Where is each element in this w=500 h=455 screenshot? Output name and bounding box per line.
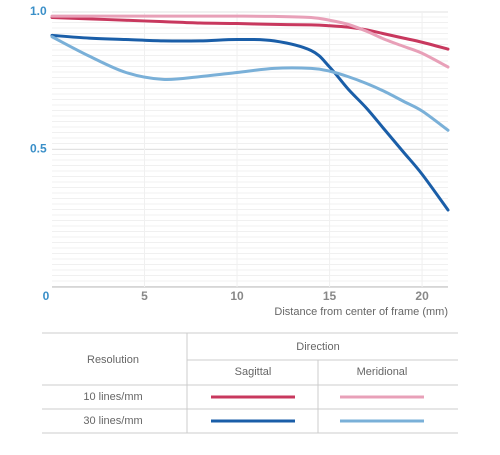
y-tick-label: 1.0 (30, 4, 47, 18)
x-tick-label: 5 (141, 289, 148, 303)
row-header: 30 lines/mm (83, 415, 142, 427)
mtf-line (50, 16, 450, 51)
x-tick-label: 20 (415, 289, 429, 303)
column-header: Sagittal (235, 366, 272, 378)
table-header: Direction (296, 341, 339, 353)
x-tick-label: 10 (230, 289, 244, 303)
column-header: Meridional (357, 366, 408, 378)
mtf-line (50, 14, 450, 69)
x-axis-label: Distance from center of frame (mm) (274, 306, 448, 318)
y-tick-label: 0 (43, 289, 50, 303)
y-tick-label: 0.5 (30, 142, 47, 156)
table-header: Resolution (87, 354, 139, 366)
legend-table: Resolution Direction Sagittal Meridional… (42, 332, 458, 434)
row-header: 10 lines/mm (83, 391, 142, 403)
mtf-line (50, 33, 450, 212)
x-tick-label: 15 (323, 289, 337, 303)
mtf-line (50, 35, 450, 132)
